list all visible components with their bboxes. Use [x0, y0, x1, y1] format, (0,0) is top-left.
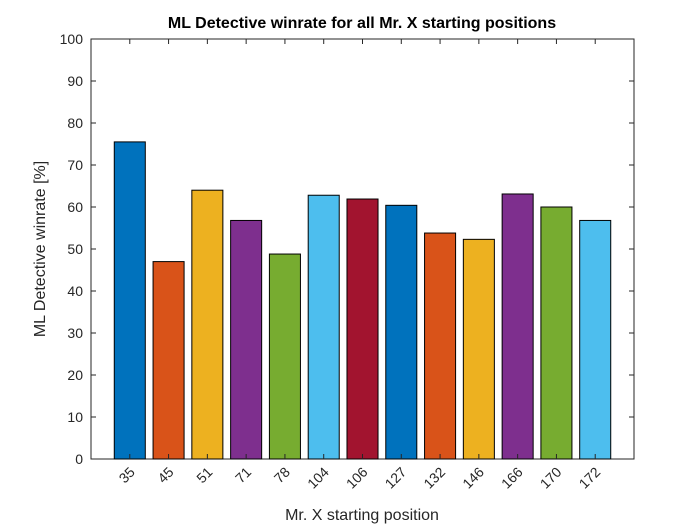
y-tick-label: 30: [67, 325, 83, 341]
x-axis-title: Mr. X starting position: [285, 507, 439, 524]
bar-104: [307, 194, 340, 460]
y-tick-label: 20: [67, 367, 83, 383]
y-tick-label: 70: [67, 157, 83, 173]
y-tick-label: 60: [67, 199, 83, 215]
bar-45: [152, 261, 185, 460]
bar-166: [501, 193, 534, 460]
y-tick-label: 50: [67, 241, 83, 257]
y-axis-title: ML Detective winrate [%]: [32, 161, 49, 337]
bars-group: [113, 141, 612, 460]
bar-35: [113, 141, 146, 460]
bar-71: [230, 219, 263, 460]
bar-170: [540, 206, 573, 460]
bar-132: [424, 232, 457, 460]
y-tick-label: 80: [67, 115, 83, 131]
bar-127: [385, 204, 418, 460]
y-tick-label: 10: [67, 409, 83, 425]
bar-106: [346, 198, 379, 460]
bar-78: [268, 253, 301, 460]
y-tick-label: 40: [67, 283, 83, 299]
y-tick-label: 100: [60, 31, 84, 47]
bar-51: [191, 189, 224, 460]
y-tick-label: 90: [67, 73, 83, 89]
y-tick-label: 0: [75, 451, 83, 467]
chart-title: ML Detective winrate for all Mr. X start…: [168, 15, 556, 32]
y-axis: 0 10 20 30 40 50 60 70 80 90 100: [60, 31, 634, 467]
bar-146: [462, 238, 495, 460]
bar-172: [579, 219, 612, 460]
